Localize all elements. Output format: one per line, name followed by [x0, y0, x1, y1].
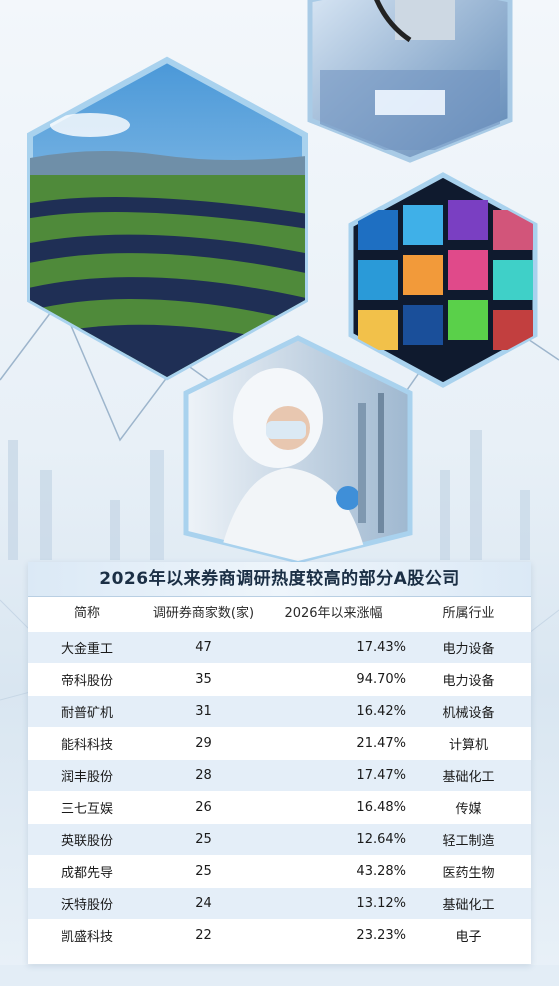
cell-industry: 电力设备	[442, 674, 495, 689]
cell-change: 17.47%	[356, 768, 406, 783]
cell-count: 31	[195, 704, 212, 719]
table-row: 三七互娱 26 16.48% 传媒	[28, 792, 531, 823]
cell-industry: 传媒	[455, 802, 482, 817]
chip-machine-hexagon	[300, 0, 520, 170]
table-row: 凯盛科技 22 23.23% 电子	[28, 920, 531, 951]
header-industry: 所属行业	[442, 606, 495, 621]
cell-count: 25	[195, 832, 212, 847]
cell-count: 22	[195, 928, 212, 943]
cell-count: 47	[195, 640, 212, 655]
solar-farm-hexagon	[20, 55, 315, 385]
cell-count: 25	[195, 864, 212, 879]
cell-change: 13.12%	[356, 896, 406, 911]
cell-name: 大金重工	[60, 642, 113, 657]
header-count: 调研券商家数(家)	[152, 606, 255, 621]
cell-count: 35	[195, 672, 212, 687]
cell-count: 29	[195, 736, 212, 751]
cell-industry: 轻工制造	[442, 834, 495, 849]
cell-change: 43.28%	[356, 864, 406, 879]
cell-name: 润丰股份	[60, 770, 113, 785]
lab-worker-photo	[183, 335, 413, 563]
cell-count: 24	[195, 896, 212, 911]
cell-change: 16.48%	[356, 800, 406, 815]
cell-change: 94.70%	[356, 672, 406, 687]
cell-name: 三七互娱	[60, 802, 113, 817]
table-title: 2026年以来券商调研热度较高的部分A股公司	[28, 562, 531, 597]
lab-worker-hexagon	[178, 333, 418, 563]
solar-farm-photo	[27, 56, 308, 381]
cell-name: 帝科股份	[60, 674, 113, 689]
cell-industry: 计算机	[448, 738, 488, 753]
media-screens-photo	[348, 172, 538, 388]
cell-change: 16.42%	[356, 704, 406, 719]
cell-name: 英联股份	[60, 834, 113, 849]
table-row: 成都先导 25 43.28% 医药生物	[28, 856, 531, 887]
cell-industry: 基础化工	[442, 770, 495, 785]
header-name: 简称	[73, 606, 100, 621]
cell-industry: 医药生物	[442, 866, 495, 881]
table-row: 耐普矿机 31 16.42% 机械设备	[28, 696, 531, 727]
table-row: 大金重工 47 17.43% 电力设备	[28, 632, 531, 663]
cell-change: 23.23%	[356, 928, 406, 943]
table-row: 能科科技 29 21.47% 计算机	[28, 728, 531, 759]
cell-name: 凯盛科技	[60, 930, 113, 945]
cell-change: 12.64%	[356, 832, 406, 847]
table-row: 润丰股份 28 17.47% 基础化工	[28, 760, 531, 791]
cell-name: 沃特股份	[60, 898, 113, 913]
header-change: 2026年以来涨幅	[284, 606, 383, 621]
cell-name: 成都先导	[60, 866, 113, 881]
cell-industry: 机械设备	[442, 706, 495, 721]
media-screens-hexagon	[343, 170, 543, 390]
cell-industry: 基础化工	[442, 898, 495, 913]
cell-change: 17.43%	[356, 640, 406, 655]
cell-change: 21.47%	[356, 736, 406, 751]
table-row: 帝科股份 35 94.70% 电力设备	[28, 664, 531, 695]
table-row: 英联股份 25 12.64% 轻工制造	[28, 824, 531, 855]
table-header-row: 简称 调研券商家数(家) 2026年以来涨幅 所属行业	[28, 596, 531, 627]
cell-industry: 电子	[455, 930, 482, 945]
cell-name: 耐普矿机	[60, 706, 113, 721]
table-row: 沃特股份 24 13.12% 基础化工	[28, 888, 531, 919]
stock-table: 2026年以来券商调研热度较高的部分A股公司 简称 调研券商家数(家) 2026…	[28, 562, 531, 964]
cell-count: 26	[195, 800, 212, 815]
cell-name: 能科科技	[60, 738, 113, 753]
cell-industry: 电力设备	[442, 642, 495, 657]
chip-machine-photo	[307, 0, 513, 163]
cell-count: 28	[195, 768, 212, 783]
